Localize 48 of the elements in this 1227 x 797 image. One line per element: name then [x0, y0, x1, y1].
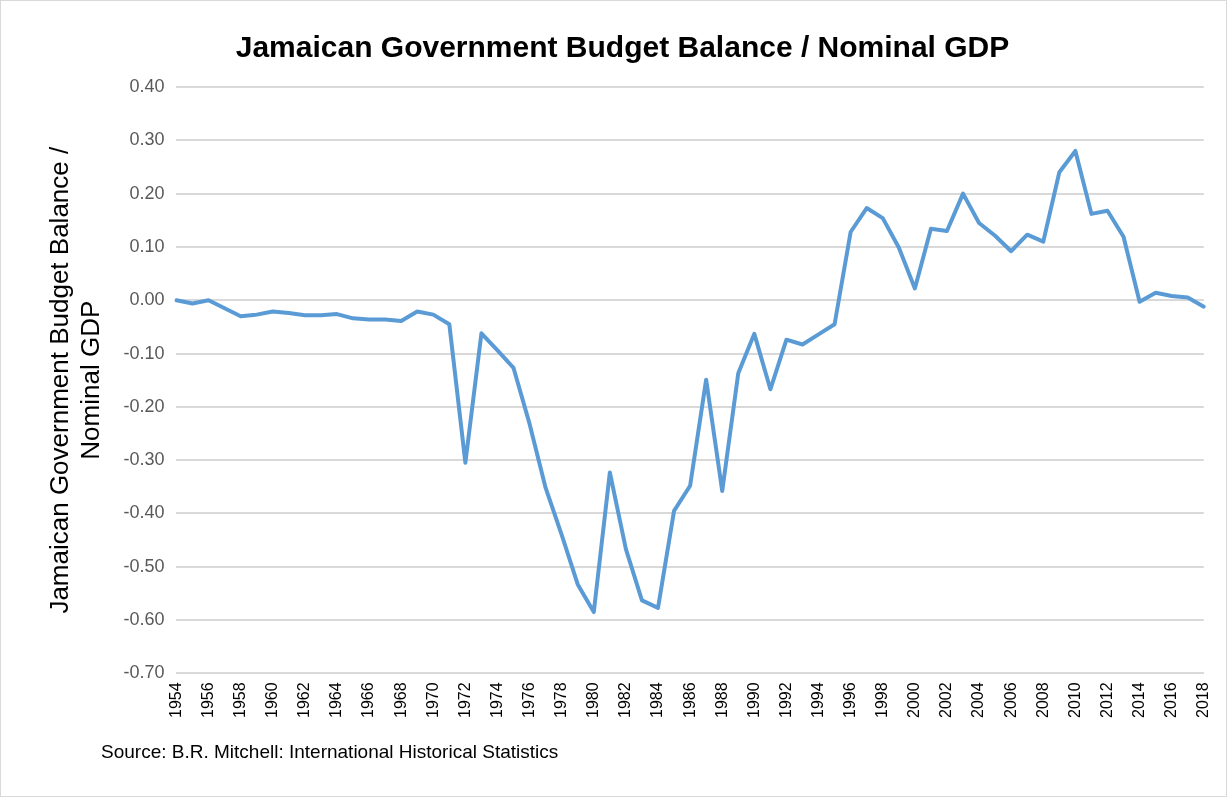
- x-tick-label: 1964: [327, 682, 345, 718]
- y-tick-label: -0.30: [123, 449, 165, 470]
- y-tick-label: -0.40: [123, 502, 165, 523]
- x-tick-label: 2000: [905, 682, 923, 718]
- x-tick-label: 1972: [455, 682, 473, 718]
- x-tick-label: 1970: [423, 682, 441, 718]
- x-tick-label: 2012: [1097, 682, 1115, 718]
- x-tick-label: 1966: [359, 682, 377, 718]
- chart-title: Jamaican Government Budget Balance / Nominal GDP: [235, 30, 1010, 64]
- y-tick-label: 0.30: [129, 129, 165, 150]
- x-tick-label: 2016: [1162, 682, 1180, 718]
- x-tick-label: 1958: [231, 682, 249, 718]
- x-tick-label: 1992: [776, 682, 794, 718]
- y-tick-label: 0.10: [129, 235, 165, 256]
- y-tick-label: -0.10: [123, 342, 165, 363]
- x-tick-label: 1986: [680, 682, 698, 718]
- x-tick-label: 2014: [1130, 682, 1147, 718]
- x-tick-label: 1974: [487, 682, 505, 718]
- x-tick-label: 2008: [1033, 682, 1051, 718]
- x-tick-label: 1956: [198, 682, 216, 718]
- x-tick-label: 1990: [744, 682, 762, 718]
- x-tick-label: 1982: [616, 682, 634, 718]
- x-tick-label: 2006: [1001, 682, 1019, 718]
- x-tick-label: 1980: [584, 682, 602, 718]
- x-tick-label: 1960: [263, 682, 281, 718]
- x-tick-label: 2004: [969, 682, 987, 718]
- x-tick-label: 2002: [937, 682, 955, 718]
- y-tick-label: 0.00: [129, 289, 165, 310]
- y-axis-title: Jamaican Government Budget Balance / Nominal GDP: [43, 146, 105, 614]
- y-tick-label: -0.50: [123, 555, 165, 576]
- x-tick-label: 1994: [808, 682, 826, 718]
- y-tick-label: -0.60: [123, 609, 165, 630]
- x-tick-label: 1976: [519, 682, 537, 718]
- y-tick-label: -0.20: [123, 395, 165, 416]
- x-tick-label: 1968: [391, 682, 409, 718]
- y-tick-label: 0.40: [129, 75, 165, 96]
- y-tick-label: 0.20: [129, 182, 165, 203]
- x-tick-label: 1988: [712, 682, 730, 718]
- x-tick-label: 2018: [1194, 682, 1212, 718]
- x-tick-label: 1998: [873, 682, 891, 718]
- x-tick-label: 1978: [552, 682, 570, 718]
- x-tick-label: 1954: [166, 682, 184, 718]
- x-tick-label: 2010: [1065, 682, 1083, 718]
- x-tick-label: 1962: [295, 682, 313, 718]
- x-tick-label: 1996: [841, 682, 859, 718]
- x-tick-label: 1984: [648, 682, 666, 718]
- y-tick-label: -0.70: [123, 662, 165, 683]
- source-note: Source: B.R. Mitchell: International Historical Statistics: [101, 741, 559, 763]
